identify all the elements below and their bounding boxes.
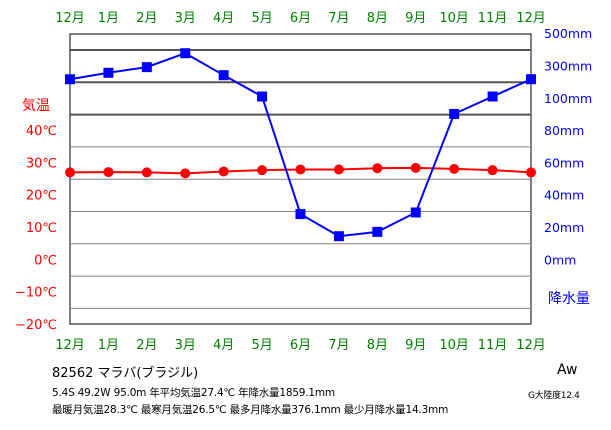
temperature-point (487, 165, 498, 176)
temperature-tick-label: 40℃ (26, 124, 57, 139)
station-name: 82562 マラバ(ブラジル) (52, 366, 199, 381)
month-label-top: 5月 (251, 11, 272, 26)
station-extreme-stats: 最暖月気温28.3℃ 最寒月気温26.5℃ 最多月降水量376.1mm 最少月降… (52, 404, 449, 416)
month-label-top: 3月 (175, 11, 196, 26)
month-label-bottom: 7月 (328, 338, 349, 353)
precipitation-tick-label: 300mm (544, 59, 592, 74)
continentality-index: G大陸度12.4 (528, 391, 580, 401)
month-label-top: 11月 (478, 11, 508, 26)
month-label-bottom: 6月 (290, 338, 311, 353)
month-label-bottom: 12月 (516, 338, 546, 353)
month-label-bottom: 2月 (136, 338, 157, 353)
temperature-point (333, 164, 344, 175)
station-location-stats: 5.4S 49.2W 95.0m 年平均気温27.4℃ 年降水量1859.1mm (52, 387, 335, 399)
precipitation-point (103, 67, 114, 78)
temperature-point (295, 164, 306, 175)
month-label-top: 2月 (136, 11, 157, 26)
precipitation-tick-label: 60mm (544, 155, 584, 170)
temperature-tick-label: −10℃ (15, 286, 57, 301)
temperature-point (257, 165, 268, 176)
temperature-point (410, 162, 421, 173)
month-label-bottom: 3月 (175, 338, 196, 353)
month-label-top: 4月 (213, 11, 234, 26)
precipitation-point (410, 207, 421, 218)
precipitation-point (487, 91, 498, 102)
precipitation-tick-label: 500mm (544, 26, 592, 41)
month-label-bottom: 4月 (213, 338, 234, 353)
month-label-bottom: 11月 (478, 338, 508, 353)
temperature-tick-label: 30℃ (26, 156, 57, 171)
month-label-bottom: 5月 (251, 338, 272, 353)
precipitation-tick-label: 100mm (544, 91, 592, 106)
month-label-top: 9月 (405, 11, 426, 26)
precipitation-point (141, 62, 152, 73)
month-label-top: 12月 (516, 11, 546, 26)
temperature-point (65, 167, 75, 178)
month-label-bottom: 8月 (367, 338, 388, 353)
precipitation-point (526, 74, 536, 85)
precipitation-point (218, 70, 229, 81)
climate-classification: Aw (557, 362, 578, 378)
temperature-point (372, 163, 383, 174)
precipitation-point (180, 48, 191, 59)
month-label-bottom: 1月 (98, 338, 119, 353)
precipitation-tick-label: 40mm (544, 188, 584, 203)
temperature-axis-label: 気温 (22, 98, 50, 114)
precipitation-line (69, 52, 532, 238)
precipitation-point (372, 226, 383, 237)
temperature-point (526, 167, 536, 178)
month-label-top: 12月 (55, 11, 85, 26)
month-label-bottom: 12月 (55, 338, 85, 353)
temperature-tick-label: 10℃ (26, 221, 57, 236)
month-label-top: 8月 (367, 11, 388, 26)
temperature-point (141, 167, 152, 178)
precipitation-tick-label: 20mm (544, 220, 584, 235)
month-label-top: 7月 (328, 11, 349, 26)
precipitation-point (333, 231, 344, 242)
precipitation-tick-label: 80mm (544, 123, 584, 138)
month-label-bottom: 10月 (439, 338, 469, 353)
month-label-top: 1月 (98, 11, 119, 26)
precipitation-point (449, 108, 460, 119)
precipitation-tick-label: 0mm (544, 252, 576, 267)
month-label-bottom: 9月 (405, 338, 426, 353)
temperature-point (449, 163, 460, 174)
month-label-top: 6月 (290, 11, 311, 26)
temperature-tick-label: −20℃ (15, 318, 57, 333)
precipitation-point (295, 209, 306, 220)
temperature-point (180, 168, 191, 179)
precipitation-point (65, 74, 75, 85)
temperature-point (103, 167, 114, 178)
temperature-tick-label: 20℃ (26, 189, 57, 204)
precipitation-axis-label: 降水量 (548, 291, 590, 307)
temperature-point (218, 166, 229, 177)
month-label-top: 10月 (439, 11, 469, 26)
temperature-tick-label: 0℃ (34, 253, 57, 268)
precipitation-point (257, 91, 268, 102)
